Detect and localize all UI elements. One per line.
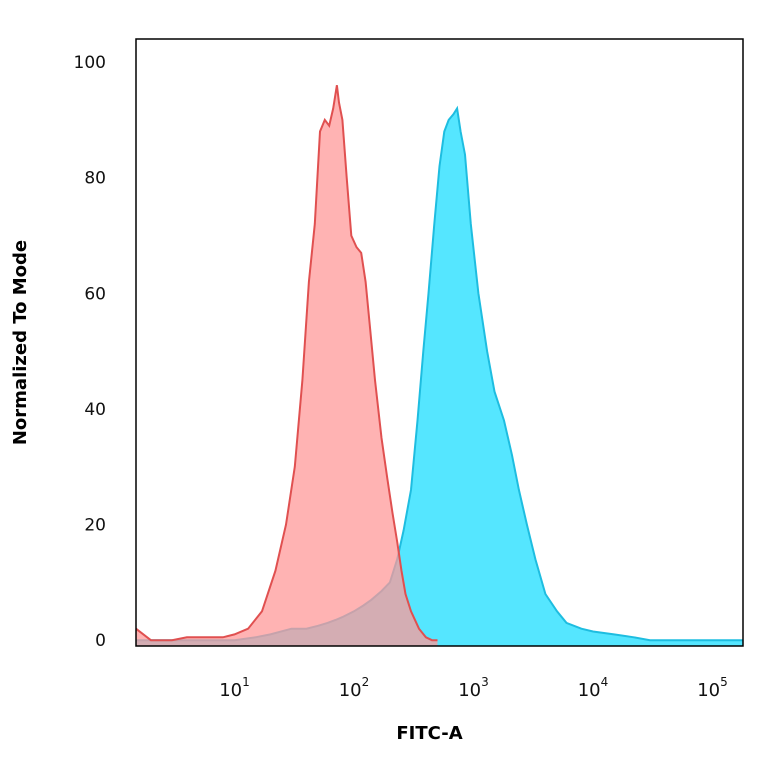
y-tick-label: 80 [84, 169, 106, 189]
y-tick-label: 20 [84, 516, 106, 536]
x-axis-title: FITC-A [396, 723, 462, 744]
x-axis-ticks: 101 102 103 104 105 [219, 675, 728, 701]
histogram-area-2 [136, 108, 743, 646]
x-tick-label: 104 [578, 675, 609, 701]
y-tick-label: 100 [74, 53, 106, 73]
series-layer [136, 85, 743, 646]
y-tick-label: 40 [84, 400, 106, 420]
x-tick-label: 105 [697, 675, 728, 701]
x-tick-label: 101 [219, 675, 250, 701]
x-tick-label: 102 [339, 675, 370, 701]
plot-frame [135, 38, 744, 647]
y-tick-label: 0 [95, 631, 106, 651]
y-axis-ticks: 0 20 40 60 80 100 [74, 53, 106, 651]
histogram-line-1 [136, 85, 438, 642]
y-tick-label: 60 [84, 284, 106, 304]
x-tick-label: 103 [458, 675, 489, 701]
y-axis-title: Normalized To Mode [10, 240, 31, 445]
histogram-area-1 [136, 85, 438, 646]
